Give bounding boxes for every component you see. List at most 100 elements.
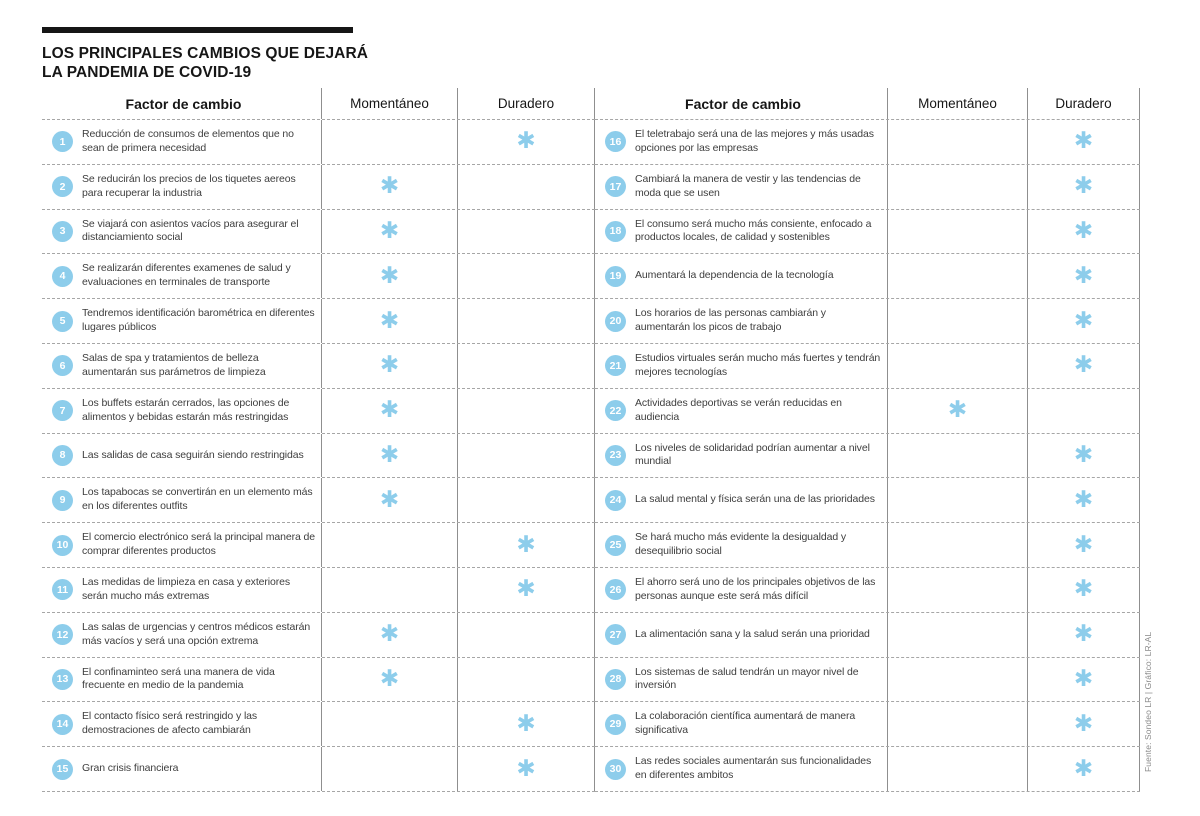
page-title: LOS PRINCIPALES CAMBIOS QUE DEJARÁ LA PA…: [42, 45, 368, 83]
item-number-badge: 20: [605, 310, 626, 332]
momentaneo-cell: ✱: [888, 388, 1028, 433]
item-text: El confinaminteo será una manera de vida…: [82, 665, 275, 692]
table-left-half: Factor de cambio Momentáneo Duradero 1 R…: [42, 88, 595, 792]
asterisk-icon: ✱: [1073, 576, 1094, 603]
duradero-cell: [458, 388, 595, 433]
item-number-badge: 1: [52, 131, 73, 153]
table-row: 25 Se hará mucho más evidente la desigua…: [595, 523, 1140, 568]
item-number-badge: 6: [52, 355, 73, 377]
asterisk-icon: ✱: [1073, 441, 1094, 468]
item-number-badge: 13: [52, 668, 73, 690]
duradero-cell: [458, 254, 595, 299]
item-number-badge: 12: [52, 624, 73, 646]
factor-cell: 14 El contacto físico será restringido y…: [42, 702, 322, 747]
asterisk-icon: ✱: [379, 486, 400, 513]
item-text: El contacto físico será restringido y la…: [82, 710, 258, 737]
column-header-momentaneo: Momentáneo: [322, 88, 458, 119]
duradero-cell: ✱: [1028, 523, 1140, 567]
duradero-cell: [458, 612, 595, 657]
table-row: 24 La salud mental y física serán una de…: [595, 478, 1140, 524]
item-number-badge: 24: [605, 489, 626, 511]
duradero-cell: ✱: [1028, 299, 1140, 343]
table-row: 13 El confinaminteo será una manera de v…: [42, 657, 595, 703]
changes-table: Factor de cambio Momentáneo Duradero 1 R…: [42, 88, 1140, 792]
factor-cell: 16 El teletrabajo será una de las mejore…: [595, 120, 888, 164]
column-header-factor: Factor de cambio: [42, 88, 322, 119]
asterisk-icon: ✱: [1073, 531, 1094, 558]
momentaneo-cell: [888, 343, 1028, 388]
item-text: Los tapabocas se convertirán en un eleme…: [82, 486, 313, 513]
item-text: Las salidas de casa seguirán siendo rest…: [82, 448, 304, 461]
factor-cell: 25 Se hará mucho más evidente la desigua…: [595, 523, 888, 567]
item-text: Los niveles de solidaridad podrían aumen…: [635, 441, 870, 468]
item-number-badge: 29: [605, 713, 626, 735]
item-number-badge: 22: [605, 400, 626, 422]
table-row: 26 El ahorro será uno de los principales…: [595, 567, 1140, 613]
item-number-badge: 25: [605, 534, 626, 556]
asterisk-icon: ✱: [947, 397, 968, 424]
duradero-cell: ✱: [1028, 567, 1140, 612]
table-row: 6 Salas de spa y tratamientos de belleza…: [42, 343, 595, 389]
asterisk-icon: ✱: [379, 217, 400, 244]
momentaneo-cell: ✱: [322, 343, 458, 388]
table-row: 1 Reducción de consumos de elementos que…: [42, 120, 595, 165]
factor-cell: 5 Tendremos identificación barométrica e…: [42, 299, 322, 343]
table-row: 17 Cambiará la manera de vestir y las te…: [595, 164, 1140, 210]
table-row: 19 Aumentará la dependencia de la tecnol…: [595, 254, 1140, 300]
momentaneo-cell: ✱: [322, 657, 458, 702]
item-number-badge: 19: [605, 265, 626, 287]
factor-cell: 30 Las redes sociales aumentarán sus fun…: [595, 747, 888, 791]
item-number-badge: 30: [605, 758, 626, 780]
item-text: Cambiará la manera de vestir y las tende…: [635, 172, 861, 199]
table-row: 28 Los sistemas de salud tendrán un mayo…: [595, 657, 1140, 703]
item-text: El teletrabajo será una de las mejores y…: [635, 128, 874, 154]
duradero-cell: ✱: [1028, 209, 1140, 254]
momentaneo-cell: [888, 702, 1028, 747]
momentaneo-cell: [888, 209, 1028, 254]
asterisk-icon: ✱: [1073, 352, 1094, 379]
item-text: Salas de spa y tratamientos de belleza a…: [82, 352, 266, 378]
asterisk-icon: ✱: [379, 441, 400, 468]
table-row: 8 Las salidas de casa seguirán siendo re…: [42, 433, 595, 479]
duradero-cell: [458, 299, 595, 343]
factor-cell: 26 El ahorro será uno de los principales…: [595, 567, 888, 612]
factor-cell: 1 Reducción de consumos de elementos que…: [42, 120, 322, 164]
table-header-row: Factor de cambio Momentáneo Duradero: [595, 88, 1140, 120]
duradero-cell: ✱: [458, 120, 595, 164]
factor-cell: 2 Se reducirán los precios de los tiquet…: [42, 164, 322, 209]
table-row: 9 Los tapabocas se convertirán en un ele…: [42, 478, 595, 524]
asterisk-icon: ✱: [1073, 217, 1094, 244]
duradero-cell: ✱: [1028, 747, 1140, 791]
asterisk-icon: ✱: [516, 531, 536, 558]
asterisk-icon: ✱: [379, 173, 400, 200]
factor-cell: 11 Las medidas de limpieza en casa y ext…: [42, 567, 322, 612]
momentaneo-cell: ✱: [322, 433, 458, 478]
item-number-badge: 4: [52, 265, 73, 287]
table-row: 14 El contacto físico será restringido y…: [42, 702, 595, 748]
item-text: El consumo será mucho más consiente, enf…: [635, 217, 872, 244]
factor-cell: 13 El confinaminteo será una manera de v…: [42, 657, 322, 702]
momentaneo-cell: [322, 747, 458, 791]
duradero-cell: ✱: [458, 747, 595, 791]
factor-cell: 21 Estudios virtuales serán mucho más fu…: [595, 343, 888, 388]
item-number-badge: 15: [52, 758, 73, 780]
momentaneo-cell: [322, 523, 458, 567]
table-row: 21 Estudios virtuales serán mucho más fu…: [595, 343, 1140, 389]
table-row: 30 Las redes sociales aumentarán sus fun…: [595, 747, 1140, 792]
asterisk-icon: ✱: [1073, 755, 1094, 782]
table-row: 22 Actividades deportivas se verán reduc…: [595, 388, 1140, 434]
momentaneo-cell: [888, 657, 1028, 702]
page-title-line2: LA PANDEMIA DE COVID-19: [42, 63, 252, 81]
item-text: Se hará mucho más evidente la desigualda…: [635, 531, 847, 558]
item-number-badge: 27: [605, 624, 626, 646]
factor-cell: 29 La colaboración científica aumentará …: [595, 702, 888, 747]
item-text: Los sistemas de salud tendrán un mayor n…: [635, 665, 859, 692]
duradero-cell: [1028, 388, 1140, 433]
asterisk-icon: ✱: [1073, 128, 1094, 155]
item-text: El ahorro será uno de los principales ob…: [635, 576, 876, 602]
duradero-cell: ✱: [1028, 657, 1140, 702]
item-number-badge: 3: [52, 220, 73, 242]
asterisk-icon: ✱: [516, 755, 536, 782]
duradero-cell: ✱: [458, 567, 595, 612]
asterisk-icon: ✱: [1073, 173, 1094, 200]
